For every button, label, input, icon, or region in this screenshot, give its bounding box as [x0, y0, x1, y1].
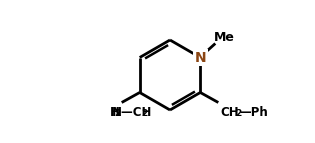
Text: 2: 2 [141, 109, 148, 118]
Text: —Ph: —Ph [239, 106, 268, 119]
Text: Me: Me [214, 31, 235, 44]
Text: 2: 2 [114, 109, 121, 118]
Text: 2: 2 [235, 109, 242, 118]
Text: CH: CH [220, 106, 239, 119]
Text: N—CH: N—CH [112, 106, 152, 119]
Text: H: H [110, 106, 120, 119]
Text: N: N [194, 50, 206, 64]
